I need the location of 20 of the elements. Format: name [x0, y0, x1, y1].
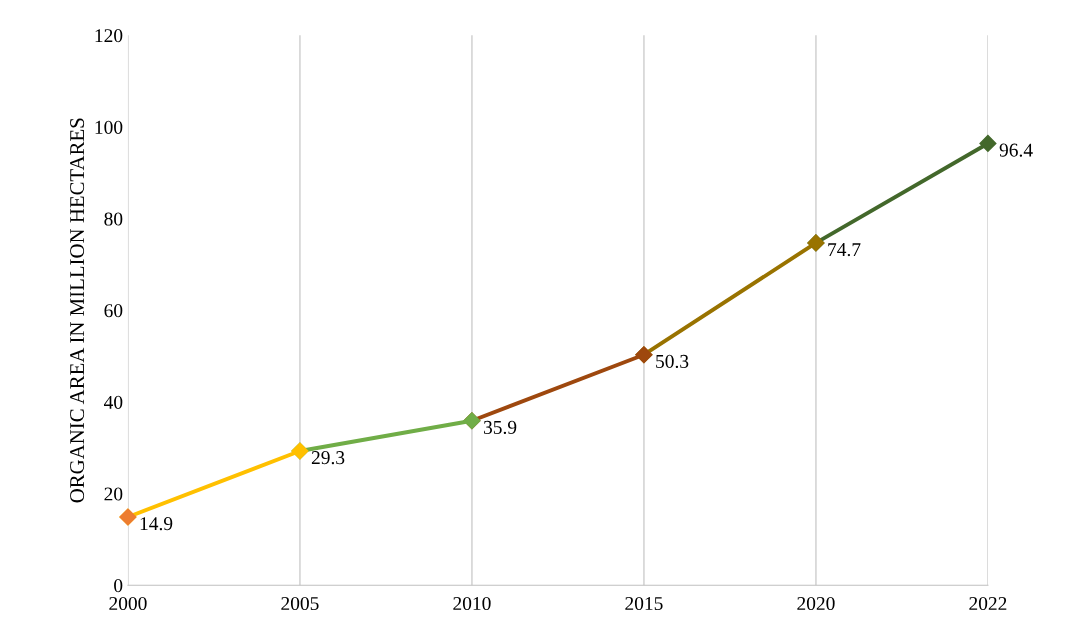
y-tick-label: 120 — [95, 29, 123, 43]
data-label: 96.4 — [999, 143, 1033, 157]
data-label: 14.9 — [140, 517, 173, 531]
y-axis-title: ORGANIC AREA IN MILLION HECTARES — [70, 118, 85, 503]
y-tick-label: 60 — [104, 304, 123, 318]
x-tick-label: 2005 — [281, 596, 319, 611]
x-tick-label: 2015 — [625, 596, 663, 611]
x-tick-label: 2010 — [453, 596, 491, 611]
data-label: 35.9 — [483, 420, 517, 435]
data-label: 29.3 — [311, 451, 345, 465]
y-tick-label: 100 — [95, 120, 123, 134]
y-tick-label: 40 — [104, 395, 123, 409]
x-tick-label: 2022 — [969, 596, 1007, 611]
data-label: 74.7 — [828, 243, 861, 257]
x-tick-label: 2020 — [797, 596, 835, 611]
x-tick-label: 2000 — [109, 596, 147, 611]
y-tick-label: 0 — [114, 579, 123, 593]
data-label: 50.3 — [656, 354, 689, 369]
y-tick-label: 80 — [104, 212, 123, 226]
y-tick-label: 20 — [104, 487, 123, 501]
